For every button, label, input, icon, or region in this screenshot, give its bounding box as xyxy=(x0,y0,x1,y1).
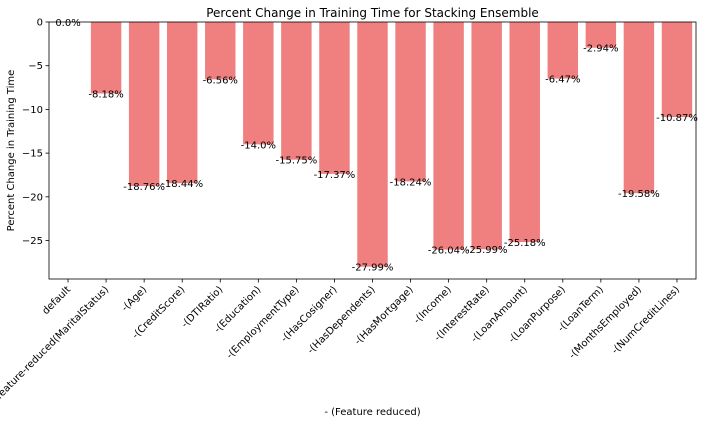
x-tick-label-8: -(HasDependents) xyxy=(306,284,378,356)
bar-1 xyxy=(90,22,122,94)
bar-8 xyxy=(357,22,388,267)
y-axis-ticks: 0 −5 −10 −15 −20 −25 xyxy=(22,18,49,247)
bar-11 xyxy=(471,22,502,250)
x-tick-label-16: -(NumCreditLines) xyxy=(610,284,682,356)
y-tick-label-1: −5 xyxy=(28,61,43,72)
value-label-0: 0.0% xyxy=(55,18,80,29)
bar-6 xyxy=(281,22,312,160)
plot-frame xyxy=(48,21,697,280)
bar-10 xyxy=(433,22,464,250)
value-label-8: -27.99% xyxy=(352,263,394,274)
value-label-15: -19.58% xyxy=(618,189,660,200)
bar-16 xyxy=(661,22,693,118)
x-tick-label-2: -(Age) xyxy=(120,284,150,314)
bar-2 xyxy=(128,22,160,186)
bar-9 xyxy=(395,22,426,182)
value-label-2: -18.76% xyxy=(123,182,165,193)
y-tick-label-2: −10 xyxy=(22,105,43,116)
y-tick-label-0: 0 xyxy=(37,18,43,29)
bars-group xyxy=(90,22,693,267)
bar-14 xyxy=(585,22,617,48)
bar-13 xyxy=(547,22,579,79)
bar-3 xyxy=(166,22,198,184)
value-label-13: -6.47% xyxy=(545,75,580,86)
x-tick-label-0: default xyxy=(40,284,73,317)
value-label-12: -25.18% xyxy=(504,238,546,249)
value-label-16: -10.87% xyxy=(656,113,698,124)
value-label-1: -8.18% xyxy=(88,90,123,101)
value-label-14: -2.94% xyxy=(583,44,618,55)
y-tick-label-5: −25 xyxy=(22,236,43,247)
value-label-10: -26.04% xyxy=(428,246,470,257)
bar-7 xyxy=(319,22,350,174)
bar-12 xyxy=(509,22,540,243)
x-tick-label-6: -(EmploymentType) xyxy=(225,284,302,361)
y-axis-label: Percent Change in Training Time xyxy=(6,70,17,232)
bar-5 xyxy=(243,22,274,145)
value-labels-group: 0.0% -8.18% -18.76%-18.44% -6.56% -14.0%-15.… xyxy=(55,18,698,274)
y-tick-label-4: −20 xyxy=(22,192,43,203)
value-label-3: -18.44% xyxy=(161,179,203,190)
value-label-9: -18.24% xyxy=(390,177,432,188)
chart-title: Percent Change in Training Time for Stac… xyxy=(206,6,539,20)
x-axis-label: - (Feature reduced) xyxy=(324,407,420,418)
x-tick-label-15: -(MonthsEmployed) xyxy=(567,284,644,361)
value-label-7: -17.37% xyxy=(314,170,356,181)
value-label-4: -6.56% xyxy=(203,75,238,86)
y-tick-label-3: −15 xyxy=(22,149,43,160)
bar-4 xyxy=(205,22,236,80)
value-label-11: -25.99% xyxy=(466,245,508,256)
value-label-5: -14.0% xyxy=(241,140,276,151)
value-label-6: -15.75% xyxy=(276,156,318,167)
bar-15 xyxy=(623,22,655,194)
